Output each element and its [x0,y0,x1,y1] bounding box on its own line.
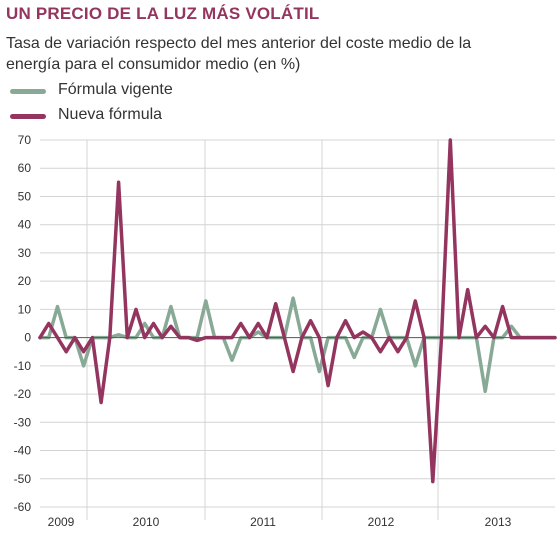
x-tick-label: 2009 [48,515,75,529]
x-tick-label: 2010 [133,515,160,529]
x-tick-label: 2012 [368,515,395,529]
y-tick-label: 60 [18,161,32,175]
x-tick-label: 2011 [250,515,276,529]
chart-title: UN PRECIO DE LA LUZ MÁS VOLÁTIL [6,4,320,23]
y-tick-label: 40 [18,218,32,232]
legend-swatch-nueva [10,114,46,119]
legend-label-vigente: Fórmula vigente [58,81,173,98]
x-tick-label: 2013 [485,515,512,529]
y-tick-label: 20 [18,274,32,288]
y-tick-label: -50 [14,472,32,486]
y-tick-label: -10 [14,359,32,373]
y-tick-label: -40 [14,444,32,458]
chart-subtitle: Tasa de variación respecto del mes anter… [6,35,472,73]
y-tick-label: -30 [14,415,32,429]
y-tick-label: 50 [18,189,32,203]
y-tick-label: 10 [18,302,32,316]
series-line-vigente [38,296,557,394]
y-tick-label: 70 [18,133,32,147]
series-line-nueva [38,138,557,484]
y-tick-label: 30 [18,246,32,260]
y-tick-label: -60 [14,500,32,514]
legend-swatch-vigente [10,89,46,94]
legend-label-nueva: Nueva fórmula [58,106,163,123]
y-tick-label: -20 [14,387,32,401]
y-tick-label: 0 [24,331,31,345]
